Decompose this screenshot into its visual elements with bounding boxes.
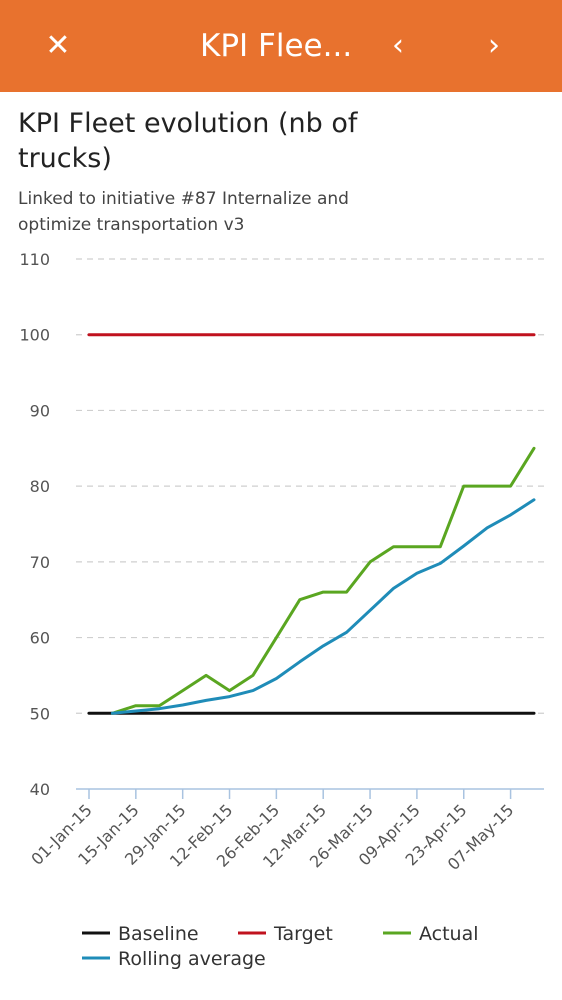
series-line-rolling-average xyxy=(110,498,536,715)
y-tick-label: 70 xyxy=(30,553,50,572)
legend-label-baseline[interactable]: Baseline xyxy=(118,923,199,945)
chart-subtitle: Linked to initiative #87 Internalize and… xyxy=(18,189,349,235)
y-tick-label: 110 xyxy=(19,250,50,269)
top-bar: ✕ KPI Flee... ‹ › xyxy=(0,0,562,92)
legend-label-actual[interactable]: Actual xyxy=(419,923,479,945)
x-axis: 01-Jan-1515-Jan-1529-Jan-1512-Feb-1526-F… xyxy=(27,788,544,874)
y-tick-label: 60 xyxy=(30,629,50,648)
y-tick-label: 90 xyxy=(30,401,50,420)
close-icon[interactable]: ✕ xyxy=(45,28,71,63)
legend-label-target[interactable]: Target xyxy=(273,923,333,945)
y-tick-label: 100 xyxy=(19,326,50,345)
y-tick-label: 50 xyxy=(30,704,50,723)
y-tick-label: 80 xyxy=(30,477,50,496)
chart-title: KPI Fleet evolution (nb of trucks) xyxy=(18,108,358,174)
page-title: KPI Flee... xyxy=(200,28,353,64)
series-line-actual xyxy=(110,446,536,715)
y-axis: 40 50 60 70 80 90 100 110 xyxy=(19,250,50,799)
legend-label-rolling-average[interactable]: Rolling average xyxy=(118,948,266,970)
chevron-left-icon[interactable]: ‹ xyxy=(392,28,404,63)
y-tick-label: 40 xyxy=(30,780,50,799)
series-lines xyxy=(87,333,536,715)
legend: Baseline Target Actual Rolling average xyxy=(82,923,479,970)
chevron-right-icon[interactable]: › xyxy=(488,28,500,63)
line-chart: 40 50 60 70 80 90 100 110 01-Jan-1515-Jan-1529-… xyxy=(19,250,544,970)
